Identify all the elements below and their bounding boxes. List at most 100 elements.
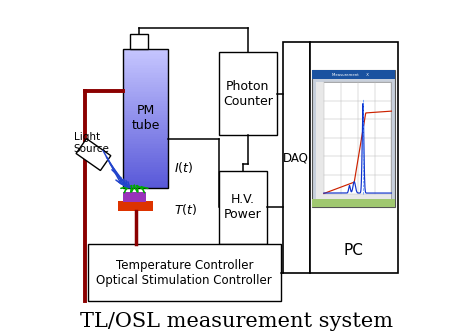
Bar bbox=[123, 49, 168, 187]
Bar bbox=[130, 34, 148, 49]
Bar bbox=[123, 73, 168, 75]
Bar bbox=[123, 83, 168, 85]
Bar bbox=[123, 182, 168, 184]
Bar bbox=[123, 172, 168, 174]
Bar bbox=[123, 146, 168, 148]
Bar bbox=[123, 185, 168, 187]
Text: PM
tube: PM tube bbox=[131, 104, 160, 132]
Bar bbox=[123, 95, 168, 97]
Text: $I(t)$: $I(t)$ bbox=[174, 160, 193, 175]
Bar bbox=[123, 132, 168, 134]
Bar bbox=[123, 87, 168, 89]
Bar bbox=[123, 70, 168, 72]
Bar bbox=[123, 115, 168, 117]
Bar bbox=[123, 49, 168, 51]
Bar bbox=[123, 59, 168, 61]
Bar bbox=[123, 123, 168, 125]
Bar bbox=[123, 75, 168, 77]
Bar bbox=[123, 184, 168, 186]
Text: Photon
Counter: Photon Counter bbox=[223, 80, 273, 108]
Bar bbox=[123, 175, 168, 177]
Bar bbox=[123, 61, 168, 63]
Bar bbox=[312, 71, 395, 207]
Bar bbox=[123, 94, 168, 96]
Bar bbox=[118, 202, 153, 211]
Text: TL/OSL measurement system: TL/OSL measurement system bbox=[81, 312, 393, 331]
Bar bbox=[123, 102, 168, 104]
Bar bbox=[123, 170, 168, 172]
Bar bbox=[312, 71, 395, 79]
Bar bbox=[123, 177, 168, 179]
Bar bbox=[123, 82, 168, 84]
Text: $T(t)$: $T(t)$ bbox=[174, 202, 198, 216]
Bar bbox=[123, 149, 168, 151]
Bar bbox=[123, 62, 168, 65]
Bar bbox=[312, 199, 395, 207]
Bar bbox=[123, 104, 168, 106]
Bar bbox=[123, 121, 168, 123]
Bar bbox=[123, 156, 168, 158]
Bar bbox=[123, 130, 168, 132]
Text: Light
Source: Light Source bbox=[73, 132, 109, 154]
Bar bbox=[123, 168, 168, 170]
Bar bbox=[123, 90, 168, 92]
Bar bbox=[123, 52, 168, 54]
Bar bbox=[123, 153, 168, 155]
Bar bbox=[123, 80, 168, 82]
Bar bbox=[123, 133, 168, 136]
Bar bbox=[76, 139, 111, 171]
Text: H.V.
Power: H.V. Power bbox=[224, 194, 262, 221]
Bar bbox=[123, 154, 168, 156]
Bar bbox=[123, 55, 168, 58]
Bar bbox=[123, 135, 168, 137]
Bar bbox=[123, 113, 168, 115]
Bar bbox=[123, 161, 168, 163]
Bar bbox=[123, 109, 168, 111]
Bar bbox=[123, 106, 168, 108]
Text: Temperature Controller
Optical Stimulation Controller: Temperature Controller Optical Stimulati… bbox=[97, 259, 272, 287]
Bar bbox=[123, 64, 168, 66]
Bar bbox=[123, 85, 168, 87]
Bar bbox=[123, 50, 168, 52]
Bar bbox=[123, 120, 168, 122]
Bar bbox=[123, 116, 168, 118]
Bar bbox=[123, 118, 168, 120]
Bar bbox=[123, 163, 168, 165]
Bar bbox=[123, 142, 168, 144]
Bar bbox=[123, 140, 168, 142]
Bar bbox=[123, 66, 168, 68]
Bar bbox=[283, 42, 310, 274]
Bar bbox=[123, 144, 168, 146]
Bar bbox=[123, 100, 168, 103]
Bar bbox=[123, 111, 168, 113]
Bar bbox=[88, 244, 281, 301]
Bar bbox=[316, 82, 392, 201]
Bar bbox=[123, 148, 168, 150]
Bar bbox=[123, 128, 168, 130]
Bar bbox=[123, 88, 168, 91]
Bar bbox=[316, 82, 324, 201]
Bar bbox=[123, 125, 168, 127]
Bar bbox=[123, 54, 168, 56]
Bar bbox=[123, 151, 168, 153]
Text: DAQ: DAQ bbox=[283, 152, 309, 164]
Bar bbox=[123, 71, 168, 73]
Bar bbox=[123, 108, 168, 110]
Bar bbox=[123, 76, 168, 78]
Bar bbox=[310, 42, 398, 274]
Bar bbox=[123, 158, 168, 160]
Bar bbox=[123, 160, 168, 162]
Text: Measurement      X: Measurement X bbox=[332, 73, 369, 77]
Text: PC: PC bbox=[344, 243, 364, 258]
Bar bbox=[123, 166, 168, 169]
Bar bbox=[123, 192, 146, 202]
Bar bbox=[123, 180, 168, 182]
Bar bbox=[123, 97, 168, 99]
Bar bbox=[219, 171, 267, 244]
Bar bbox=[123, 68, 168, 70]
Bar bbox=[123, 173, 168, 175]
Bar bbox=[123, 99, 168, 101]
Bar bbox=[123, 57, 168, 59]
Bar bbox=[123, 127, 168, 129]
Bar bbox=[123, 139, 168, 141]
